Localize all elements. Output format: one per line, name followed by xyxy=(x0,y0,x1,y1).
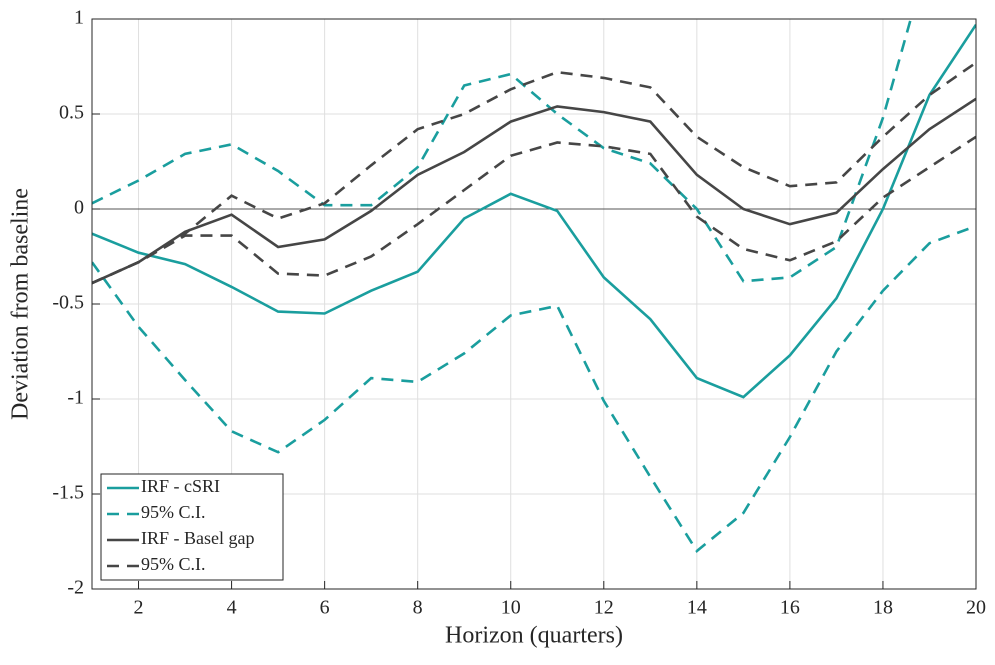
legend-label: 95% C.I. xyxy=(141,502,206,522)
legend-label: 95% C.I. xyxy=(141,554,206,574)
x-tick-label: 18 xyxy=(873,597,893,619)
legend-label: IRF - cSRI xyxy=(141,476,220,496)
y-tick-label: -2 xyxy=(67,577,84,599)
legend-box xyxy=(100,473,284,581)
x-tick-label: 16 xyxy=(780,597,800,619)
legend: IRF - cSRI 95% C.I. IRF - Basel gap 95% C.I… xyxy=(100,473,284,581)
y-tick-label: 0.5 xyxy=(59,102,84,124)
line xyxy=(92,61,976,285)
x-tick-label: 8 xyxy=(413,597,423,619)
legend-label: IRF - Basel gap xyxy=(141,528,254,548)
x-tick-label: 14 xyxy=(687,597,707,619)
x-tick-label: 6 xyxy=(320,597,330,619)
x-tick-label: 4 xyxy=(227,597,237,619)
y-tick-label: -1 xyxy=(67,387,84,409)
x-tick-label: 2 xyxy=(134,597,144,619)
y-axis-label: Deviation from baseline xyxy=(8,188,34,420)
y-tick-label: -0.5 xyxy=(52,292,84,314)
y-tick-label: 1 xyxy=(74,7,84,29)
line xyxy=(92,224,976,553)
x-tick-label: 20 xyxy=(966,597,986,619)
x-axis-label: Horizon (quarters) xyxy=(445,623,623,649)
x-tick-label: 10 xyxy=(501,597,521,619)
lines xyxy=(92,19,976,553)
line xyxy=(92,97,976,285)
line xyxy=(92,19,913,283)
line xyxy=(92,135,976,285)
x-tick-label: 12 xyxy=(594,597,614,619)
y-tick-label: 0 xyxy=(74,197,84,219)
line xyxy=(92,23,976,399)
y-tick-label: -1.5 xyxy=(52,482,84,504)
